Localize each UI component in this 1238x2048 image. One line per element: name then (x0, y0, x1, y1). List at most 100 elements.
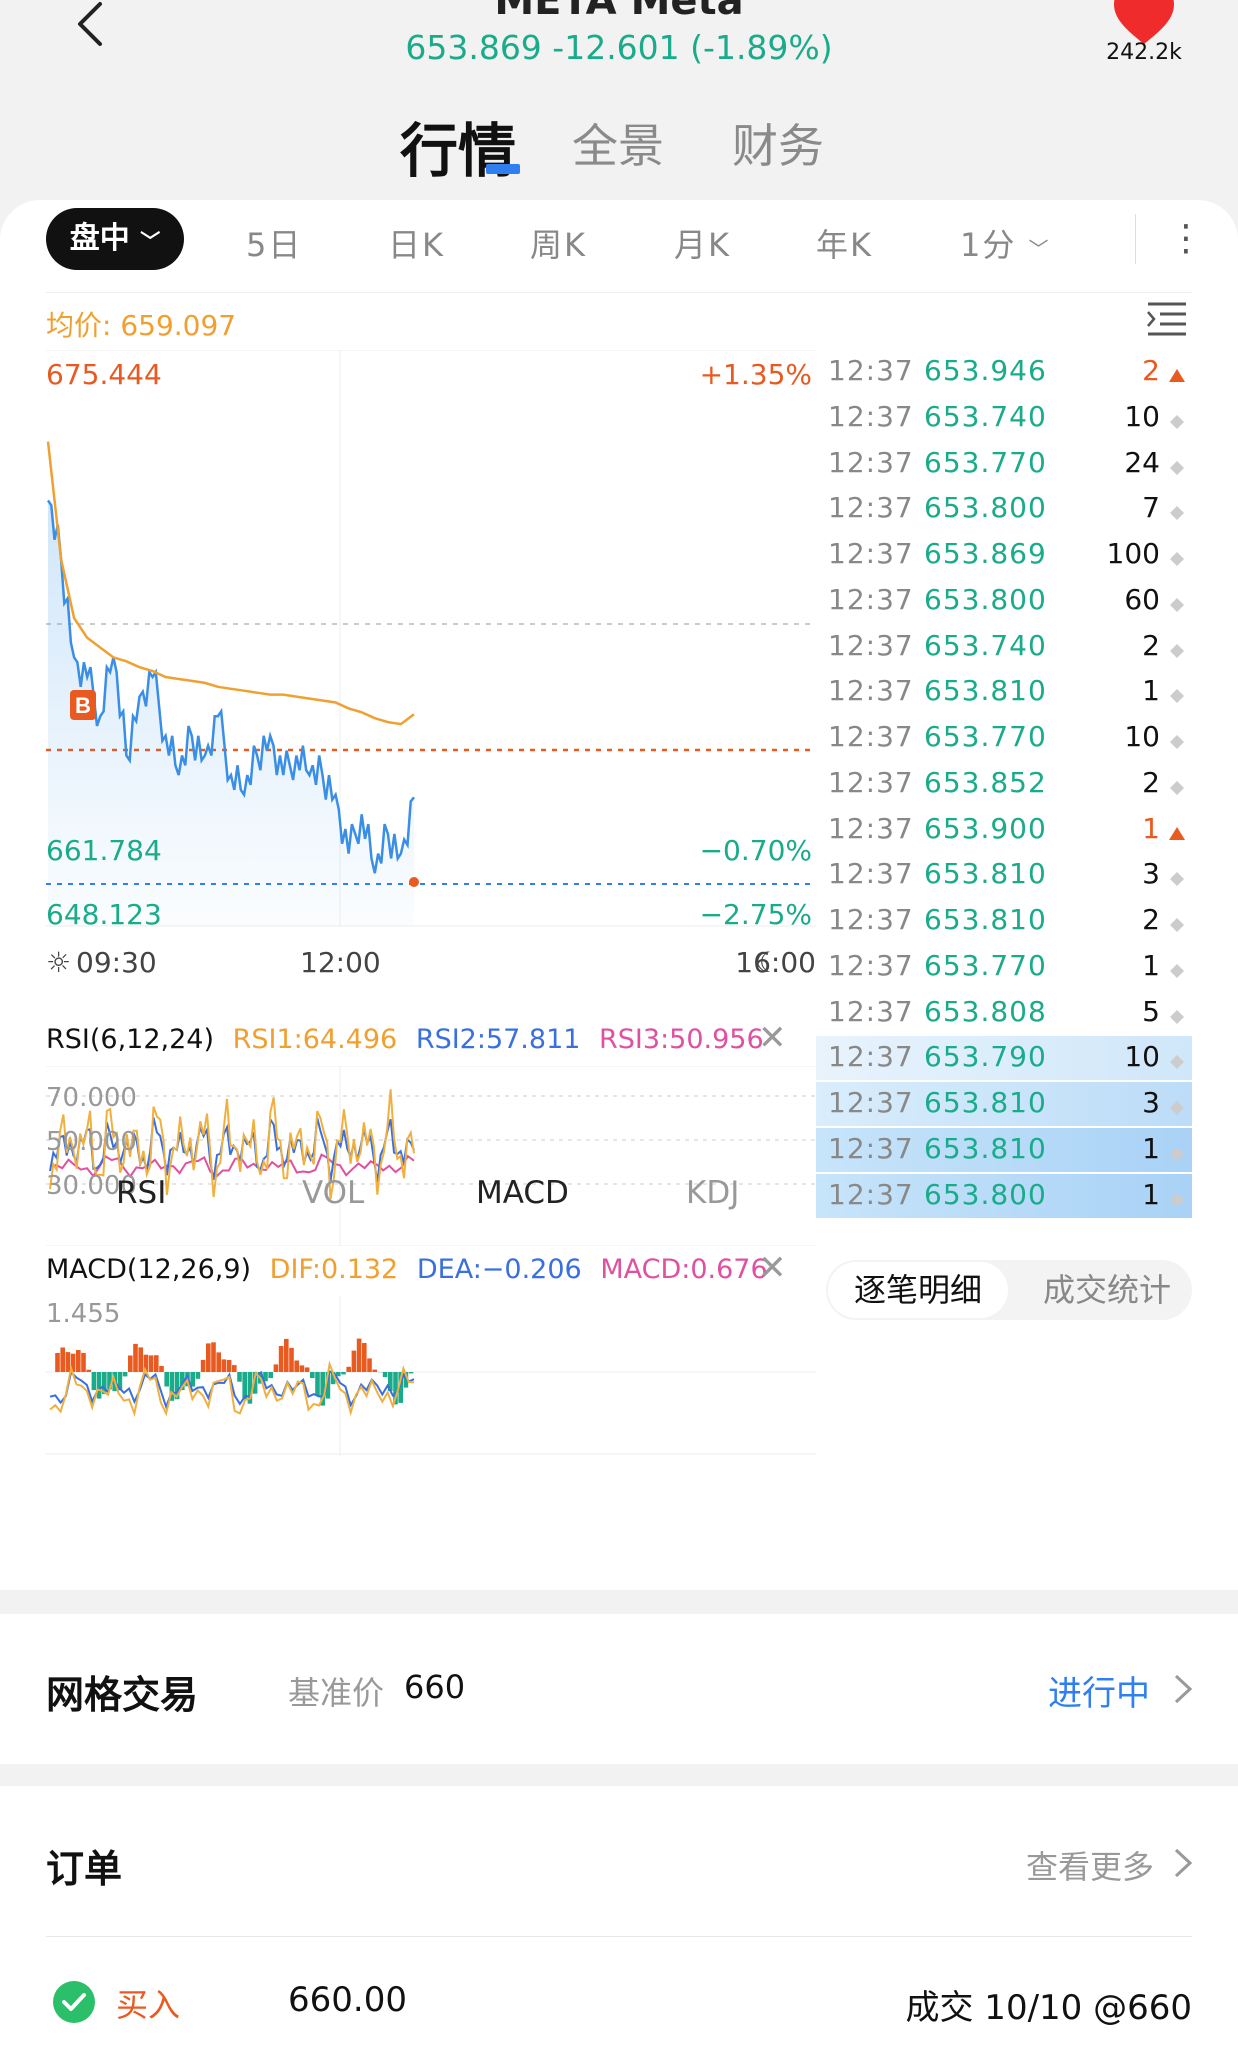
tick-row: 12:37 653.946 2 (816, 350, 1192, 394)
macd-bar (91, 1372, 97, 1391)
diamond-icon (1166, 452, 1188, 475)
macd-bar (195, 1372, 201, 1379)
macd-bar (252, 1372, 258, 1394)
period-intraday-dropdown[interactable]: 盘中 ﹀ (46, 208, 184, 270)
macd-close-icon[interactable]: ✕ (758, 1248, 787, 1288)
tick-volume: 2 (1142, 354, 1160, 387)
tab-trade-stats[interactable]: 成交统计 (1042, 1271, 1171, 1309)
macd-bar (164, 1372, 169, 1387)
macd-bar (304, 1367, 310, 1372)
tick-list-toggle-icon[interactable] (1146, 300, 1188, 336)
average-line (46, 441, 415, 726)
indicator-tabs: RSI VOL MACD KDJ (46, 1175, 806, 1225)
back-arrow-icon[interactable] (70, 0, 110, 54)
macd-bar (320, 1372, 325, 1406)
tick-price: 653.808 (924, 994, 1047, 1028)
diamond-icon (1166, 726, 1188, 750)
diamond-icon (1166, 863, 1188, 887)
macd-bar (216, 1352, 221, 1372)
tick-price: 653.770 (924, 948, 1047, 982)
rsi3-value: RSI3:50.956 (599, 1024, 764, 1055)
section-tabs: 行情 全景 财务 (0, 110, 1238, 185)
tick-volume: 2 (1142, 903, 1160, 937)
tick-price: 653.810 (924, 857, 1047, 891)
grid-trading-row[interactable]: 网格交易 基准价 660 进行中 (0, 1614, 1238, 1764)
indicator-tab-kdj[interactable]: KDJ (686, 1175, 740, 1211)
average-price: 均价: 659.097 (46, 309, 237, 342)
tick-row: 12:37 653.810 1 (816, 670, 1192, 714)
macd-bar (143, 1354, 149, 1372)
period-monthly-k[interactable]: 月K (674, 226, 731, 264)
macd-bar (325, 1372, 331, 1399)
price-chart-svg: B (46, 350, 816, 927)
chevron-down-icon: ﹀ (1028, 237, 1051, 261)
tick-row: 12:37 653.808 5 (816, 991, 1192, 1035)
tick-volume: 10 (1124, 399, 1160, 433)
time-mid: 12:00 (300, 946, 381, 979)
diamond-icon (1166, 1184, 1188, 1207)
period-weekly-k[interactable]: 周K (530, 226, 587, 264)
indicator-tab-vol[interactable]: VOL (302, 1175, 365, 1211)
orders-title: 订单 (46, 1847, 123, 1891)
tab-quote[interactable]: 行情 (400, 117, 517, 185)
price-chart[interactable]: B 675.444 +1.35% 661.784 −0.70% 648.123 … (46, 350, 816, 1140)
tick-price: 653.810 (924, 1131, 1047, 1165)
macd-bar (190, 1372, 195, 1387)
macd-chart: 1.455 (46, 1296, 816, 1456)
chevron-right-icon[interactable] (1172, 1672, 1194, 1706)
tick-time: 12:37 (828, 445, 914, 479)
tick-time: 12:37 (828, 628, 914, 662)
indicator-tab-rsi[interactable]: RSI (116, 1175, 167, 1211)
tick-volume: 1 (1142, 1131, 1160, 1165)
tab-tick-detail[interactable]: 逐笔明细 (828, 1262, 1008, 1318)
macd-dif: DIF:0.132 (269, 1254, 399, 1285)
more-options-icon[interactable]: ⋮ (1168, 218, 1204, 259)
chart-mid: 661.784 (46, 834, 162, 867)
macd-bar (169, 1372, 175, 1401)
tick-time: 12:37 (828, 582, 914, 616)
tick-price: 653.800 (924, 582, 1047, 616)
tab-financials[interactable]: 财务 (732, 119, 824, 173)
tick-volume: 3 (1142, 857, 1160, 891)
chevron-down-icon: ﹀ (140, 229, 161, 253)
macd-bar (65, 1352, 71, 1372)
tick-volume: 5 (1142, 994, 1160, 1028)
rsi-close-icon[interactable]: ✕ (758, 1018, 787, 1058)
period-1min-dropdown[interactable]: 1分 ﹀ (960, 220, 1051, 266)
tick-row: 12:37 653.810 3 (816, 853, 1192, 897)
period-daily-k[interactable]: 日K (388, 226, 445, 264)
macd-bar (76, 1350, 81, 1372)
diamond-icon (1166, 635, 1188, 658)
diamond-icon (1166, 589, 1188, 612)
period-yearly-k[interactable]: 年K (816, 226, 873, 264)
tick-price: 653.810 (924, 674, 1047, 708)
macd-bar (180, 1372, 185, 1391)
period-1min-label: 1分 (960, 226, 1017, 264)
tick-volume: 60 (1124, 582, 1160, 616)
up-triangle-icon (1166, 360, 1188, 382)
see-more-link[interactable]: 查看更多 (1025, 1848, 1154, 1886)
rsi-level-70: 70.000 (46, 1083, 137, 1113)
tick-volume: 1 (1142, 948, 1160, 982)
tick-price: 653.740 (924, 628, 1047, 662)
macd-bar (86, 1369, 91, 1372)
favorite-button[interactable]: 242.2k (1084, 0, 1204, 65)
tick-price: 653.770 (924, 720, 1047, 754)
period-5d[interactable]: 5日 (246, 226, 303, 264)
favorite-count: 242.2k (1106, 40, 1182, 65)
price-area-fill (48, 500, 414, 926)
chevron-right-icon[interactable] (1172, 1846, 1194, 1880)
tick-volume: 1 (1142, 674, 1160, 708)
tick-time: 12:37 (828, 811, 914, 845)
macd-bar (221, 1359, 227, 1372)
tick-list[interactable]: 12:37 653.946 2 12:37 653.740 10 12:37 653.770 2… (816, 348, 1192, 1228)
tick-time: 12:37 (828, 948, 914, 982)
macd-bar (117, 1372, 123, 1391)
tick-row: 12:37 653.852 2 (816, 762, 1192, 806)
macd-bar (367, 1358, 372, 1372)
diamond-icon (1166, 909, 1188, 933)
indicator-tab-macd[interactable]: MACD (476, 1175, 569, 1211)
tick-volume: 2 (1142, 765, 1160, 799)
tab-overview[interactable]: 全景 (572, 119, 664, 173)
grid-status[interactable]: 进行中 (1048, 1674, 1150, 1714)
